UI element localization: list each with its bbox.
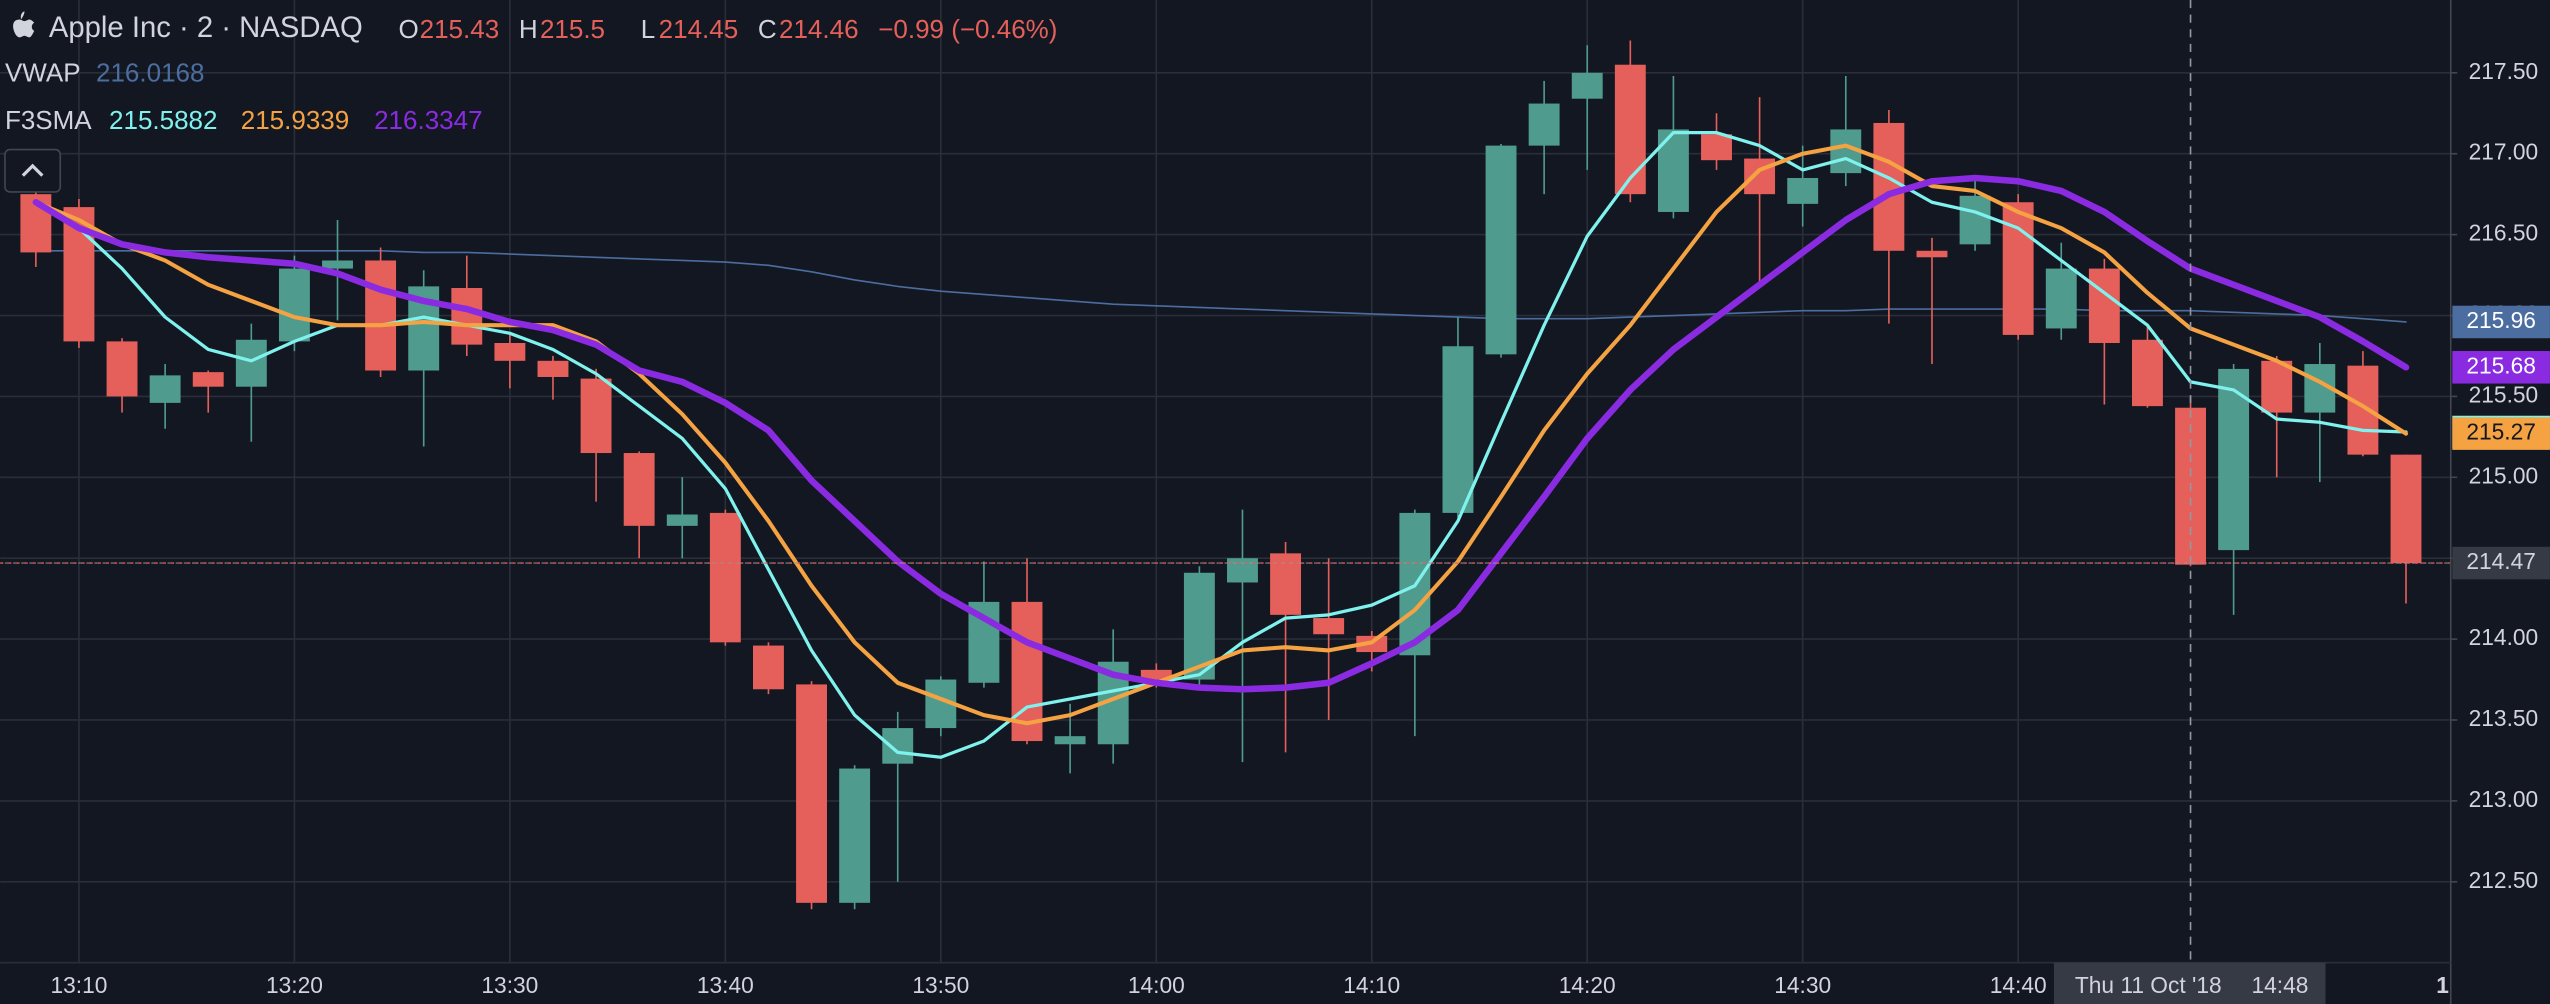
ohlc-value: 215.5 (540, 14, 605, 44)
candle-body (1873, 122, 1905, 251)
line-price-tag-bg (2452, 351, 2550, 384)
indicator-name: VWAP (5, 58, 81, 88)
candle-body (1313, 618, 1345, 635)
candle-body (2390, 454, 2422, 564)
ohlc-label: H (519, 14, 538, 44)
x-tick-label: 13:40 (697, 972, 754, 998)
candle-body (796, 684, 827, 903)
candle-body (494, 343, 526, 361)
candle-body (192, 372, 224, 387)
candle-body (1485, 145, 1517, 355)
y-tick-label: 214.00 (2469, 624, 2539, 650)
candle-body (839, 768, 871, 903)
corner-label: 1 (2436, 972, 2449, 998)
candle-body (1011, 601, 1043, 742)
line-price-tag: 215.27 (2466, 419, 2536, 445)
candle-body (1916, 250, 1948, 258)
candle-body (2002, 202, 2034, 335)
line-price-tag-bg (2452, 417, 2550, 450)
apple-logo (13, 11, 35, 38)
change-value: −0.99 (−0.46%) (878, 14, 1057, 44)
candle-body (2218, 368, 2250, 551)
candle-body (623, 453, 655, 526)
x-tick-label: 14:30 (1774, 972, 1831, 998)
candle-body (2131, 339, 2163, 407)
x-tick-label: 14:10 (1343, 972, 1400, 998)
y-tick-label: 217.00 (2469, 139, 2539, 165)
indicator-value: 215.5882 (109, 105, 217, 135)
candle-body (106, 341, 138, 397)
ohlc-value: 215.43 (420, 14, 500, 44)
candle-body (278, 268, 310, 342)
candle-body (2347, 365, 2379, 455)
indicator-value: 215.9339 (241, 105, 349, 135)
candle-body (149, 375, 181, 403)
last-price-tag-bg (2452, 546, 2550, 580)
candle-body (1959, 195, 1991, 245)
y-tick-label: 213.00 (2469, 786, 2539, 812)
y-tick-label: 215.50 (2469, 381, 2539, 407)
y-tick-label: 216.50 (2469, 220, 2539, 246)
sma-line (32, 174, 2410, 693)
y-tick-label: 212.50 (2469, 867, 2539, 893)
x-tick-label: 14:40 (1990, 972, 2047, 998)
candle-body (1528, 103, 1560, 146)
x-tick-label: 14:00 (1128, 972, 1185, 998)
x-tick-label: 13:10 (50, 972, 107, 998)
indicator-name: F3SMA (5, 105, 92, 135)
collapse-button[interactable] (4, 148, 62, 193)
candle-body (1571, 72, 1603, 99)
candle-body (1140, 669, 1172, 680)
ohlc-value: 214.46 (779, 14, 859, 44)
candle-body (882, 728, 914, 764)
x-tick-label: 14:20 (1559, 972, 1616, 998)
line-price-tag: 215.68 (2466, 352, 2536, 378)
candle-body (451, 287, 483, 345)
candle-body (580, 378, 612, 454)
candle-body (2261, 360, 2293, 413)
candle-body (235, 339, 267, 387)
line-price-tag-bg (2452, 305, 2550, 339)
candle-body (1054, 736, 1086, 745)
y-tick-label: 213.50 (2469, 705, 2539, 731)
candle-body (2088, 268, 2120, 344)
candle-body (709, 512, 741, 643)
candle-body (1442, 346, 1474, 513)
indicator-value: 216.0168 (96, 58, 204, 88)
ohlc-label: L (641, 14, 655, 44)
candle-body (322, 260, 353, 269)
symbol-title: Apple Inc · 2 · NASDAQ (49, 12, 363, 44)
candle-body (1227, 558, 1258, 583)
crosshair-time: 14:48 (2252, 972, 2309, 998)
sma-line (33, 143, 2409, 726)
indicator-value: 216.3347 (374, 105, 482, 135)
last-price-tag: 214.47 (2466, 548, 2536, 574)
candle-body (2045, 268, 2077, 329)
ohlc-value: 214.45 (659, 14, 739, 44)
candle-body (1701, 134, 1732, 161)
x-tick-label: 13:30 (481, 972, 538, 998)
ohlc-label: O (398, 14, 418, 44)
candle-body (537, 360, 569, 377)
line-price-tag: 215.96 (2466, 307, 2536, 333)
crosshair-time-tag (2053, 962, 2326, 1004)
candle-body (365, 260, 397, 371)
x-tick-label: 13:50 (912, 972, 969, 998)
collapse-icon (21, 163, 44, 177)
y-tick-label: 217.50 (2469, 58, 2539, 84)
candle-body (1614, 64, 1646, 195)
y-tick-label: 215.00 (2469, 462, 2539, 488)
crosshair-date: Thu 11 Oct '18 (2075, 972, 2222, 998)
candle-body (666, 514, 698, 526)
x-tick-label: 13:20 (266, 972, 323, 998)
candle-body (752, 645, 784, 690)
ohlc-label: C (758, 14, 777, 44)
candle-body (1787, 177, 1819, 204)
